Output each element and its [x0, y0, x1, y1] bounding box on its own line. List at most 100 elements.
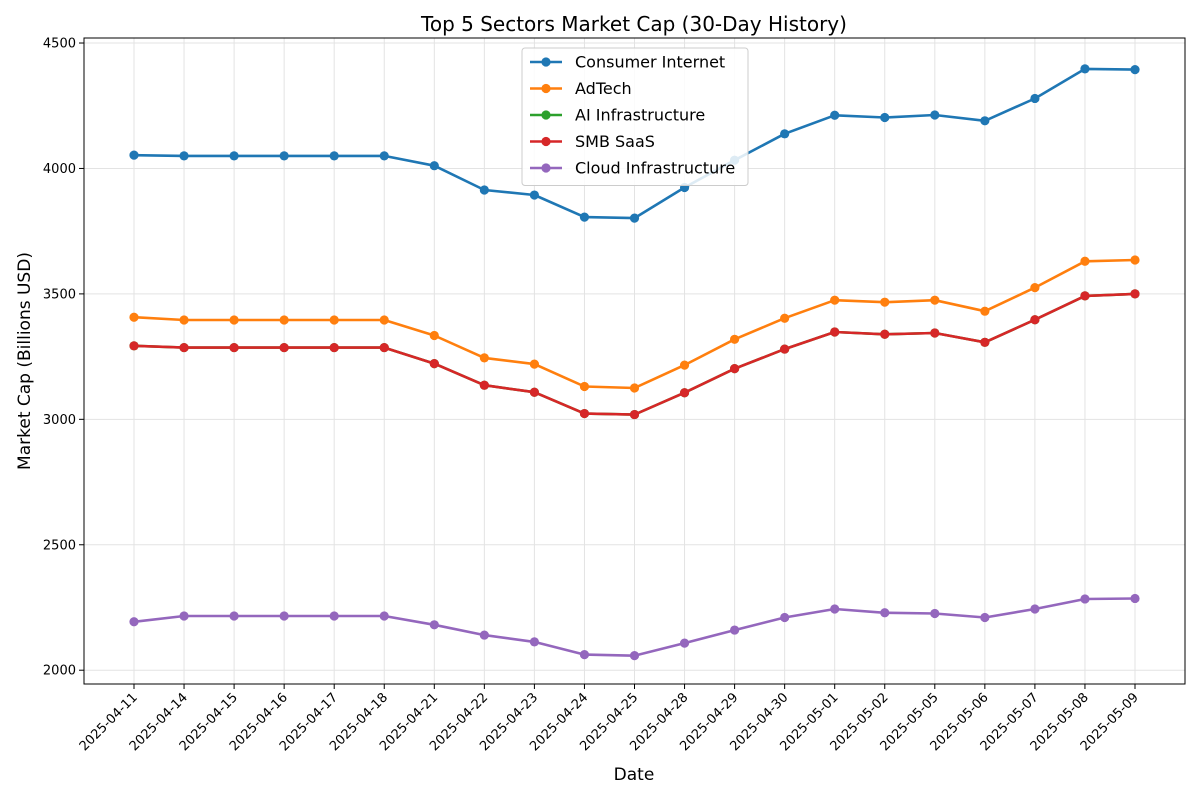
- data-point: [980, 116, 990, 126]
- data-point: [1080, 256, 1090, 266]
- y-axis-ticks: 2000 2500 3000 3500 4000 4500: [43, 37, 84, 679]
- y-tick-label: 4500: [43, 37, 76, 52]
- chart-title: Top 5 Sectors Market Cap (30-Day History…: [420, 12, 847, 36]
- data-point: [679, 388, 690, 398]
- data-point: [730, 364, 740, 374]
- data-point: [179, 611, 189, 621]
- data-point: [1130, 65, 1140, 75]
- data-point: [1130, 289, 1140, 299]
- data-point: [579, 381, 590, 392]
- data-point: [629, 213, 640, 223]
- data-point: [529, 359, 540, 369]
- data-point: [379, 315, 389, 325]
- data-point: [529, 637, 540, 647]
- legend-label: SMB SaaS: [575, 132, 655, 151]
- legend-entry: AI Infrastructure: [530, 106, 705, 125]
- data-point: [529, 387, 540, 397]
- x-axis-label: Date: [614, 765, 655, 785]
- data-point: [629, 409, 640, 420]
- data-point: [229, 342, 239, 353]
- data-point: [279, 342, 289, 353]
- data-point: [429, 161, 439, 171]
- x-axis-ticks: 2025-04-112025-04-142025-04-152025-04-16…: [77, 684, 1142, 754]
- data-point: [429, 359, 439, 369]
- series-layer: [129, 64, 1140, 661]
- series-cloud-infrastructure: [129, 593, 1140, 661]
- data-point: [780, 344, 790, 354]
- data-point: [780, 129, 790, 139]
- data-point: [329, 151, 339, 161]
- data-point: [730, 334, 740, 344]
- data-point: [679, 638, 690, 648]
- data-point: [830, 327, 840, 337]
- data-point: [930, 295, 940, 305]
- data-point: [579, 212, 590, 222]
- data-point: [780, 612, 790, 623]
- legend-label: AI Infrastructure: [575, 106, 705, 125]
- data-point: [880, 297, 890, 307]
- data-point: [329, 315, 339, 325]
- data-point: [129, 617, 139, 627]
- data-point: [579, 408, 590, 419]
- data-point: [830, 604, 840, 614]
- data-point: [479, 353, 489, 363]
- legend-marker: [541, 83, 551, 94]
- data-point: [1030, 283, 1040, 293]
- series-adtech: [129, 255, 1140, 393]
- data-point: [880, 608, 890, 618]
- data-point: [930, 110, 940, 120]
- data-point: [980, 306, 990, 316]
- data-point: [129, 312, 139, 322]
- y-tick-label: 2500: [43, 538, 76, 553]
- legend-box: [521, 47, 749, 186]
- data-point: [930, 328, 940, 338]
- legend-marker: [541, 163, 551, 173]
- data-point: [279, 611, 289, 621]
- y-tick-label: 2000: [43, 664, 76, 679]
- data-point: [179, 315, 189, 325]
- data-point: [1130, 255, 1140, 265]
- data-point: [1130, 593, 1140, 604]
- data-point: [279, 315, 289, 325]
- data-point: [379, 342, 389, 353]
- data-point: [980, 337, 990, 347]
- data-point: [129, 341, 139, 351]
- data-point: [629, 651, 640, 661]
- data-point: [629, 383, 640, 393]
- legend: Consumer Internet AdTech AI Infrastructure…: [521, 47, 749, 186]
- data-point: [679, 360, 690, 370]
- legend-entry: Consumer Internet: [530, 53, 725, 72]
- legend-label: Cloud Infrastructure: [575, 159, 735, 178]
- legend-marker: [541, 136, 551, 147]
- data-point: [1080, 64, 1090, 74]
- data-point: [1080, 291, 1090, 301]
- data-point: [1080, 594, 1090, 604]
- data-point: [930, 608, 940, 619]
- data-point: [830, 295, 840, 305]
- data-point: [479, 185, 489, 195]
- data-point: [730, 625, 740, 635]
- series-smb-saas: [129, 289, 1140, 420]
- legend-marker: [541, 110, 551, 120]
- data-point: [179, 342, 189, 353]
- y-tick-label: 3000: [43, 413, 76, 428]
- data-point: [479, 380, 489, 390]
- legend-entry: Cloud Infrastructure: [530, 159, 735, 178]
- data-point: [429, 330, 439, 341]
- data-point: [579, 650, 590, 660]
- data-point: [780, 313, 790, 323]
- legend-label: Consumer Internet: [575, 53, 725, 72]
- data-point: [379, 151, 389, 161]
- legend-marker: [541, 57, 551, 67]
- data-point: [129, 150, 139, 160]
- y-axis-label: Market Cap (Billions USD): [15, 252, 35, 470]
- legend-entry: SMB SaaS: [530, 132, 655, 151]
- data-point: [179, 151, 189, 161]
- data-point: [379, 611, 389, 621]
- data-point: [279, 151, 289, 161]
- y-tick-label: 4000: [43, 162, 76, 177]
- data-point: [880, 329, 890, 339]
- y-tick-label: 3500: [43, 287, 76, 302]
- data-point: [329, 611, 339, 621]
